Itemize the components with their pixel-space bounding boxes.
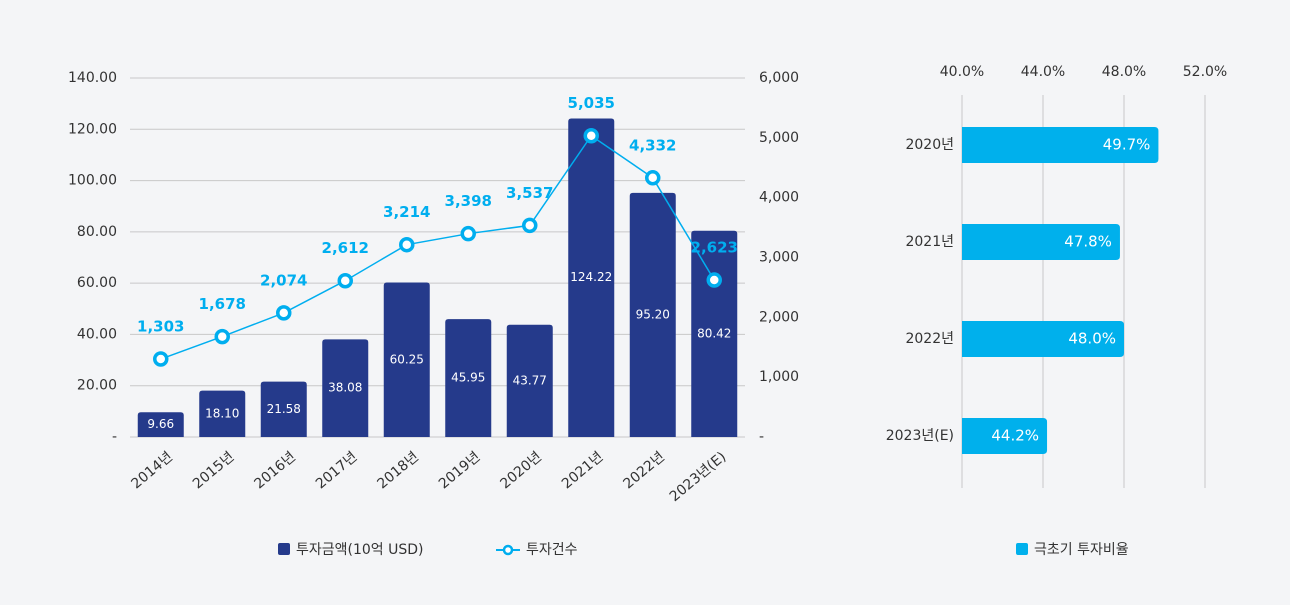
line-value-label: 3,214 — [383, 203, 430, 221]
bar — [383, 282, 430, 437]
bar — [962, 127, 1159, 163]
line-value-label: 2,623 — [691, 239, 738, 257]
y-tick-label: 40.00 — [77, 326, 117, 342]
line-value-label: 4,332 — [629, 136, 676, 154]
y-tick-label: 100.00 — [68, 173, 117, 189]
y2-tick-label: 2,000 — [759, 309, 799, 325]
y-tick-label: 2023년(E) — [886, 428, 954, 444]
legend-marker — [502, 544, 514, 556]
line-value-label: 2,074 — [260, 271, 307, 289]
y-tick-label: 2022년 — [905, 331, 954, 347]
line-value-label: 3,398 — [445, 192, 492, 210]
y-tick-label: 20.00 — [77, 378, 117, 394]
line-value-label: 1,678 — [199, 295, 246, 313]
y-tick-label: 80.00 — [77, 224, 117, 240]
line-marker — [460, 225, 476, 242]
y2-tick-label: 1,000 — [759, 369, 799, 385]
x-tick-label: 2016년 — [251, 449, 298, 492]
line-marker — [645, 170, 661, 186]
x-tick-label: 52.0% — [1183, 64, 1227, 80]
x-tick-label: 48.0% — [1102, 64, 1146, 80]
bar — [445, 319, 492, 437]
y2-tick-label: 5,000 — [759, 130, 799, 146]
bar-value-label: 21.58 — [267, 402, 301, 416]
bar-value-label: 80.42 — [697, 326, 731, 340]
x-tick-label: 44.0% — [1021, 64, 1065, 80]
line-marker — [522, 217, 538, 234]
bar-value-label: 95.20 — [636, 307, 670, 321]
legend-label: 투자건수 — [526, 542, 578, 558]
bar-value-label: 60.25 — [390, 352, 424, 366]
bar-value-label: 47.8% — [1064, 233, 1112, 251]
y2-tick-label: 4,000 — [759, 190, 799, 206]
bar-value-label: 44.2% — [991, 427, 1039, 445]
line-marker — [337, 272, 353, 289]
bar — [260, 381, 307, 437]
y-tick-label: 120.00 — [68, 121, 117, 137]
y-tick-label: - — [112, 429, 117, 445]
bar-value-label: 38.08 — [328, 381, 362, 395]
bar — [691, 230, 738, 437]
bar-value-label: 48.0% — [1068, 330, 1116, 348]
bar — [506, 324, 553, 437]
x-tick-label: 2019년 — [436, 449, 483, 492]
x-tick-label: 2018년 — [374, 449, 421, 492]
bar-value-label: 18.10 — [205, 406, 239, 420]
line-value-label: 1,303 — [137, 318, 184, 336]
x-tick-label: 2022년 — [620, 449, 667, 492]
line-marker — [153, 351, 169, 367]
legend-label: 극초기 투자비율 — [1034, 542, 1129, 558]
line-marker — [583, 127, 599, 144]
line-value-label: 2,612 — [322, 239, 369, 257]
y-tick-label: 140.00 — [68, 70, 117, 86]
legend-label: 투자금액(10억 USD) — [296, 542, 424, 558]
line-marker — [276, 305, 292, 321]
bar-value-label: 45.95 — [451, 371, 485, 385]
line-marker — [706, 272, 722, 288]
x-tick-label: 2021년 — [559, 449, 606, 492]
bar-value-label: 124.22 — [570, 270, 612, 284]
bar-value-label: 9.66 — [147, 417, 174, 431]
y2-tick-label: 6,000 — [759, 70, 799, 86]
bar — [629, 192, 676, 437]
line-marker — [399, 236, 415, 253]
x-tick-label: 2015년 — [190, 449, 237, 492]
legend-swatch — [278, 543, 290, 555]
bar-value-label: 43.77 — [513, 373, 547, 387]
y-tick-label: 2020년 — [905, 137, 954, 153]
y-tick-label: 60.00 — [77, 275, 117, 291]
line — [160, 134, 715, 360]
bar — [322, 339, 369, 437]
bar — [962, 321, 1124, 357]
x-tick-label: 2020년 — [497, 449, 544, 492]
x-tick-label: 2023년(E) — [667, 449, 730, 505]
y2-tick-label: - — [759, 429, 764, 445]
bar — [137, 412, 184, 437]
x-tick-label: 2017년 — [313, 449, 360, 492]
x-tick-label: 2014년 — [128, 449, 175, 492]
bar — [199, 390, 246, 437]
y2-tick-label: 3,000 — [759, 250, 799, 266]
line-marker — [214, 328, 230, 345]
bar — [962, 418, 1048, 454]
legend-swatch — [1016, 543, 1028, 555]
bar — [568, 118, 615, 438]
line-value-label: 5,035 — [568, 94, 615, 112]
x-tick-label: 40.0% — [940, 64, 984, 80]
line-value-label: 3,537 — [506, 184, 553, 202]
y-tick-label: 2021년 — [905, 234, 954, 250]
bar-value-label: 49.7% — [1103, 136, 1151, 154]
bar — [962, 224, 1120, 260]
